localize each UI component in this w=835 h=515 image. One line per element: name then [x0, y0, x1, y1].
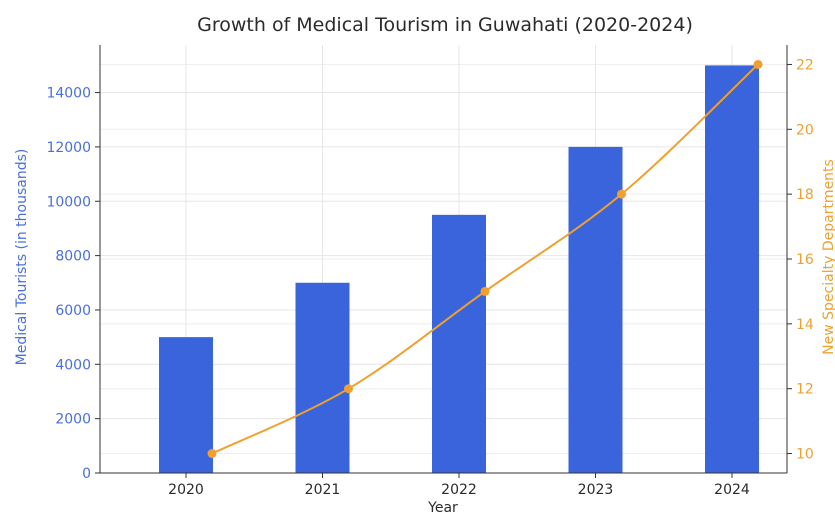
- x-axis-ticks: 2020 2021 2022 2023 2024: [168, 473, 750, 498]
- bar: [705, 65, 759, 473]
- tick-label-x: 2023: [578, 482, 614, 498]
- tick-label-right: 18: [796, 187, 814, 203]
- y-axis-left-label: Medical Tourists (in thousands): [14, 149, 30, 366]
- tick-label-right: 12: [796, 382, 814, 398]
- tick-label-left: 10000: [46, 194, 91, 210]
- tick-label-left: 4000: [55, 357, 91, 373]
- bar: [432, 214, 486, 474]
- bar-series: [159, 65, 759, 474]
- line-point: [753, 59, 763, 69]
- left-axis-ticks: 0 2000 4000 6000 8000 10000 12000 14000: [46, 86, 100, 482]
- tick-label-x: 2022: [441, 482, 477, 498]
- tick-label-left: 2000: [55, 412, 91, 428]
- tick-label-right: 22: [796, 57, 814, 73]
- tick-label-left: 8000: [55, 249, 91, 265]
- tick-label-x: 2020: [168, 482, 204, 498]
- line-point: [617, 189, 626, 199]
- bar: [159, 337, 213, 473]
- tick-label-right: 16: [796, 252, 814, 268]
- tick-label-left: 0: [82, 466, 91, 482]
- right-axis-ticks: 10 12 14 16 18 20 22: [787, 57, 814, 463]
- tick-label-left: 14000: [46, 86, 91, 102]
- line-point: [207, 449, 217, 459]
- y-axis-right-label: New Specialty Departments: [821, 159, 835, 355]
- tick-label-x: 2024: [714, 482, 750, 498]
- tick-label-right: 10: [796, 447, 814, 463]
- line-series: [207, 59, 763, 459]
- tick-label-right: 14: [796, 317, 814, 333]
- bar: [568, 146, 623, 473]
- tick-label-left: 12000: [46, 140, 91, 156]
- bar: [295, 282, 350, 473]
- x-axis-label: Year: [427, 500, 458, 515]
- line-point: [344, 384, 353, 394]
- line-point: [480, 286, 490, 296]
- tick-label-right: 20: [796, 122, 814, 138]
- tick-label-x: 2021: [305, 482, 341, 498]
- chart-title: Growth of Medical Tourism in Guwahati (2…: [197, 14, 693, 36]
- tick-label-left: 6000: [55, 303, 91, 319]
